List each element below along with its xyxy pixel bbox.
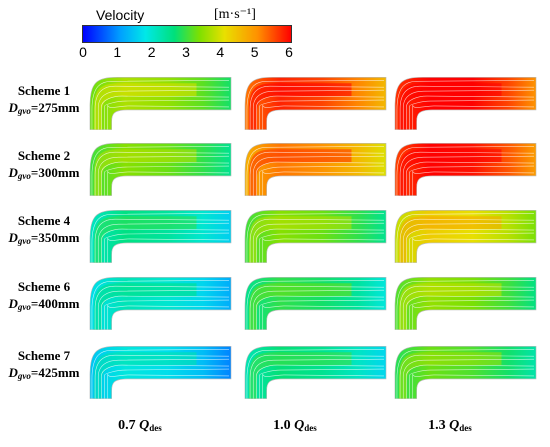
flow-panel-r1-c1 bbox=[88, 74, 233, 132]
column-label-3: 1.3 Qdes bbox=[428, 418, 472, 433]
row-label-4: Scheme 6 Dgvo=400mm bbox=[8, 279, 80, 312]
column-label-2: 1.0 Qdes bbox=[273, 418, 317, 433]
colorbar-tick-3: 3 bbox=[182, 44, 190, 60]
flow-panel-r5-c2 bbox=[243, 343, 388, 401]
colorbar-tick-1: 1 bbox=[113, 44, 122, 60]
flow-panel-r1-c2 bbox=[243, 74, 388, 132]
flow-panel-r4-c3 bbox=[393, 274, 538, 332]
flow-panel-r5-c3 bbox=[393, 343, 538, 401]
row-label-2: Scheme 2 Dgvo=300mm bbox=[8, 148, 80, 181]
colorbar-tick-5: 5 bbox=[250, 44, 259, 60]
colorbar-tick-2: 2 bbox=[147, 44, 156, 60]
row-label-1: Scheme 1 Dgvo=275mm bbox=[8, 83, 80, 116]
row-label-3: Scheme 4 Dgvo=350mm bbox=[8, 213, 80, 246]
velocity-colorbar bbox=[82, 25, 292, 43]
legend-unit: [m·s⁻¹] bbox=[214, 7, 256, 22]
flow-panel-r4-c2 bbox=[243, 274, 388, 332]
column-label-1: 0.7 Qdes bbox=[118, 418, 162, 433]
flow-panel-r4-c1 bbox=[88, 274, 233, 332]
flow-panel-r2-c2 bbox=[243, 140, 388, 198]
flow-panel-r2-c1 bbox=[88, 140, 233, 198]
colorbar-tick-6: 6 bbox=[285, 44, 293, 60]
flow-panel-r3-c2 bbox=[243, 207, 388, 265]
flow-panel-r2-c3 bbox=[393, 140, 538, 198]
colorbar-tick-0: 0 bbox=[79, 44, 87, 60]
flow-panel-r3-c3 bbox=[393, 207, 538, 265]
flow-panel-r1-c3 bbox=[393, 74, 538, 132]
row-label-5: Scheme 7 Dgvo=425mm bbox=[8, 348, 80, 381]
flow-panel-r3-c1 bbox=[88, 207, 233, 265]
flow-panel-r5-c1 bbox=[88, 343, 233, 401]
colorbar-tick-4: 4 bbox=[216, 44, 225, 60]
legend-title: Velocity bbox=[96, 7, 145, 23]
